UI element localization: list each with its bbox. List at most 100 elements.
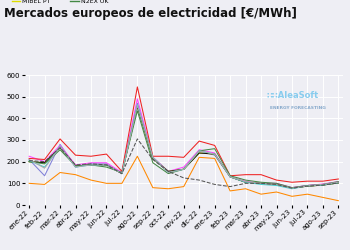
- EPEX SPOT FR: [151, 156, 155, 159]
- NordPool: [74, 173, 78, 176]
- MIBEL ES: [305, 185, 309, 188]
- EPEX IT: [104, 152, 108, 156]
- EPEX SPOT FR: [321, 182, 325, 186]
- MIBEL+Ajuste: [135, 138, 139, 140]
- EPEX SPOT BE: [274, 184, 279, 187]
- EPEX SPOT FR: [259, 182, 263, 185]
- N2EX UK: [321, 183, 325, 186]
- EPEX SPOT FR: [27, 155, 31, 158]
- NordPool: [274, 190, 279, 194]
- MIBEL+Ajuste: [182, 176, 186, 180]
- EPEX SPOT DE: [89, 162, 93, 165]
- NordPool: [290, 195, 294, 198]
- EPEX SPOT DE: [27, 158, 31, 161]
- EPEX SPOT FR: [166, 170, 170, 173]
- MIBEL ES: [120, 172, 124, 175]
- N2EX UK: [120, 171, 124, 174]
- NordPool: [321, 196, 325, 199]
- MIBEL PT: [244, 181, 248, 184]
- EPEX SPOT DE: [244, 181, 248, 184]
- EPEX SPOT NL: [305, 184, 309, 188]
- EPEX IT: [228, 174, 232, 177]
- MIBEL+Ajuste: [42, 160, 47, 163]
- N2EX UK: [74, 164, 78, 168]
- MIBEL ES: [244, 181, 248, 184]
- N2EX UK: [212, 147, 217, 150]
- MIBEL PT: [212, 152, 217, 156]
- MIBEL ES: [166, 170, 170, 173]
- EPEX SPOT BE: [42, 166, 47, 168]
- MIBEL+Ajuste: [27, 159, 31, 162]
- NordPool: [58, 171, 62, 174]
- Line: MIBEL+Ajuste: MIBEL+Ajuste: [29, 139, 338, 188]
- EPEX SPOT DE: [259, 182, 263, 185]
- EPEX SPOT NL: [166, 171, 170, 174]
- MIBEL PT: [135, 105, 139, 108]
- EPEX SPOT NL: [151, 156, 155, 159]
- MIBEL PT: [58, 146, 62, 149]
- EPEX SPOT DE: [151, 156, 155, 159]
- EPEX SPOT FR: [197, 148, 201, 151]
- EPEX SPOT NL: [74, 166, 78, 168]
- NordPool: [151, 186, 155, 189]
- EPEX IT: [182, 156, 186, 159]
- MIBEL ES: [27, 160, 31, 163]
- EPEX IT: [58, 138, 62, 140]
- EPEX SPOT NL: [58, 145, 62, 148]
- EPEX SPOT BE: [166, 171, 170, 174]
- Line: EPEX SPOT DE: EPEX SPOT DE: [29, 103, 338, 188]
- EPEX SPOT DE: [212, 154, 217, 157]
- EPEX SPOT DE: [135, 102, 139, 105]
- EPEX SPOT FR: [228, 175, 232, 178]
- N2EX UK: [89, 164, 93, 166]
- EPEX SPOT FR: [212, 152, 217, 154]
- EPEX SPOT BE: [290, 187, 294, 190]
- MIBEL ES: [212, 152, 217, 156]
- EPEX SPOT BE: [104, 164, 108, 166]
- EPEX SPOT NL: [135, 104, 139, 107]
- Text: Mercados europeos de electricidad [€/MWh]: Mercados europeos de electricidad [€/MWh…: [4, 8, 296, 20]
- NordPool: [244, 187, 248, 190]
- EPEX SPOT DE: [74, 166, 78, 168]
- N2EX UK: [244, 178, 248, 182]
- MIBEL+Ajuste: [166, 170, 170, 173]
- EPEX SPOT NL: [212, 152, 217, 156]
- EPEX SPOT FR: [74, 164, 78, 166]
- EPEX IT: [321, 180, 325, 183]
- MIBEL+Ajuste: [290, 186, 294, 190]
- N2EX UK: [151, 161, 155, 164]
- MIBEL+Ajuste: [197, 178, 201, 182]
- MIBEL+Ajuste: [274, 183, 279, 186]
- Text: ∷∷AleaSoft: ∷∷AleaSoft: [267, 92, 319, 100]
- NordPool: [259, 193, 263, 196]
- MIBEL+Ajuste: [305, 185, 309, 188]
- Line: EPEX SPOT BE: EPEX SPOT BE: [29, 104, 338, 189]
- MIBEL PT: [74, 164, 78, 168]
- EPEX SPOT BE: [120, 172, 124, 175]
- MIBEL ES: [89, 164, 93, 166]
- EPEX SPOT DE: [290, 186, 294, 189]
- NordPool: [135, 155, 139, 158]
- EPEX SPOT DE: [120, 172, 124, 175]
- EPEX SPOT NL: [104, 164, 108, 166]
- MIBEL ES: [274, 183, 279, 186]
- MIBEL PT: [290, 186, 294, 190]
- MIBEL PT: [27, 160, 31, 163]
- EPEX SPOT FR: [182, 166, 186, 168]
- MIBEL PT: [228, 175, 232, 178]
- EPEX SPOT NL: [42, 167, 47, 170]
- EPEX IT: [259, 173, 263, 176]
- MIBEL ES: [259, 182, 263, 185]
- EPEX IT: [290, 181, 294, 184]
- MIBEL PT: [42, 161, 47, 164]
- EPEX SPOT DE: [228, 175, 232, 178]
- N2EX UK: [58, 148, 62, 151]
- MIBEL ES: [228, 175, 232, 178]
- MIBEL ES: [104, 164, 108, 166]
- EPEX SPOT BE: [135, 103, 139, 106]
- MIBEL PT: [151, 157, 155, 160]
- MIBEL ES: [151, 157, 155, 160]
- EPEX SPOT FR: [274, 182, 279, 185]
- Line: N2EX UK: N2EX UK: [29, 111, 338, 188]
- EPEX IT: [166, 155, 170, 158]
